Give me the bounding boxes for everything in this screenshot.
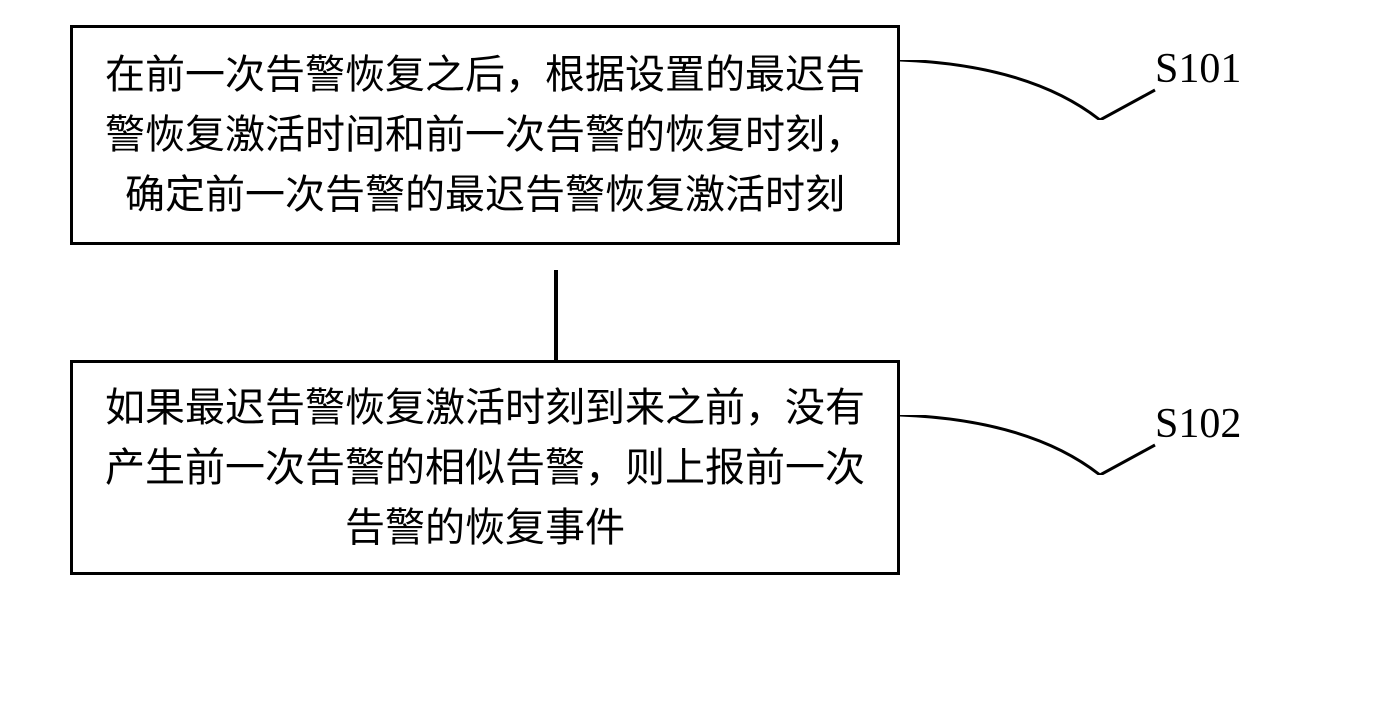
flow-step-1: 在前一次告警恢复之后，根据设置的最迟告警恢复激活时间和前一次告警的恢复时刻，确定… xyxy=(70,25,900,245)
step-1-text: 在前一次告警恢复之后，根据设置的最迟告警恢复激活时间和前一次告警的恢复时刻，确定… xyxy=(103,45,867,225)
arrow-line xyxy=(554,270,558,365)
step-label-2: S102 xyxy=(1155,400,1241,448)
connector-line-1 xyxy=(900,60,1160,120)
step-label-1: S101 xyxy=(1155,45,1241,93)
step-2-text: 如果最迟告警恢复激活时刻到来之前，没有产生前一次告警的相似告警，则上报前一次告警… xyxy=(103,378,867,558)
connector-line-2 xyxy=(900,415,1160,475)
flow-step-2: 如果最迟告警恢复激活时刻到来之前，没有产生前一次告警的相似告警，则上报前一次告警… xyxy=(70,360,900,575)
